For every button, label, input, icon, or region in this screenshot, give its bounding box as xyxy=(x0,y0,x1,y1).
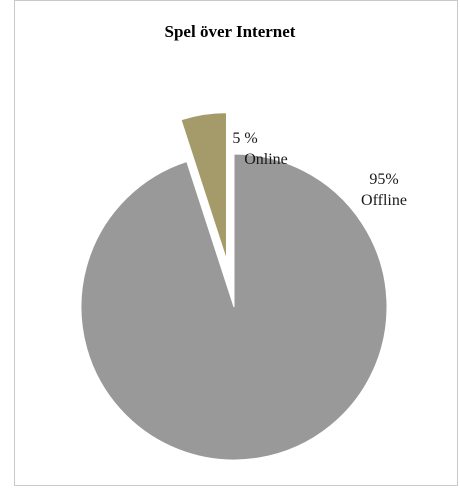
chart-title: Spel över Internet xyxy=(164,22,296,41)
slice-value-offline: 95% xyxy=(369,171,398,188)
pie-slice-offline xyxy=(80,153,388,461)
slice-label-online: Online xyxy=(244,151,288,168)
slice-label-offline: Offline xyxy=(361,192,407,209)
pie-slice-online xyxy=(180,112,227,260)
slice-value-online: 5 % xyxy=(232,130,257,147)
